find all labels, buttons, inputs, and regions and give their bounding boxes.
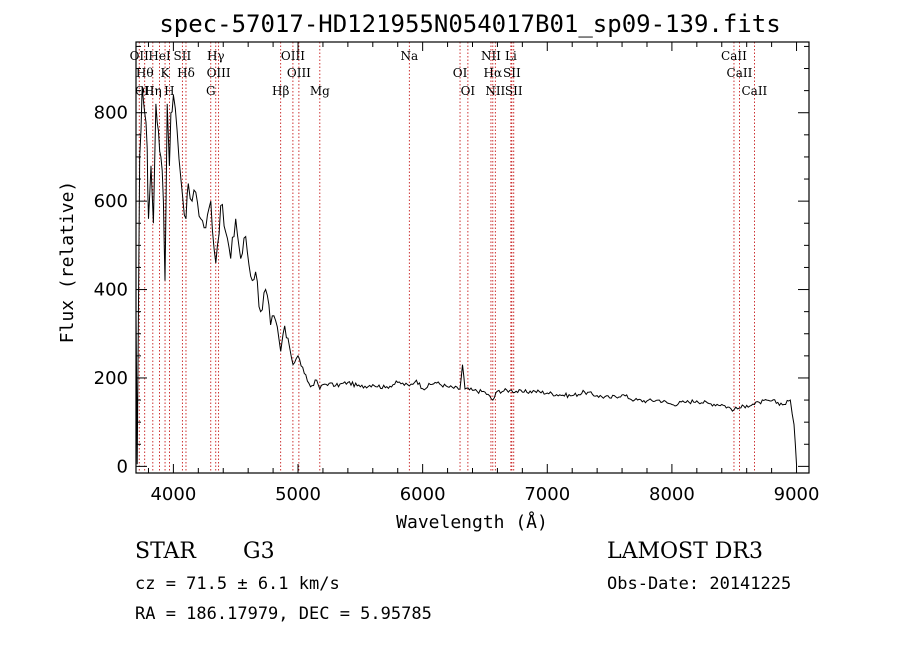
- line-label: Hθ: [136, 66, 154, 80]
- line-label: OII: [130, 49, 150, 63]
- plot-frame: [135, 41, 810, 474]
- survey-name: LAMOST DR3: [607, 539, 763, 564]
- line-label: H: [164, 84, 174, 98]
- object-class: STAR: [135, 539, 197, 564]
- line-label: CaII: [741, 84, 767, 98]
- line-label: OI: [453, 66, 468, 80]
- redshift-velocity: cz = 71.5 ± 6.1 km/s: [135, 574, 340, 594]
- line-label: Hα: [484, 66, 503, 80]
- y-axis-ticks: 0 200 400 600 800: [94, 45, 809, 477]
- line-label: Hη: [144, 84, 162, 98]
- chart-title: spec-57017-HD121955N054017B01_sp09-139.f…: [159, 10, 780, 38]
- x-tick-label: 9000: [774, 484, 820, 505]
- line-label: G: [206, 84, 216, 98]
- observation-date: Obs-Date: 20141225: [607, 574, 791, 594]
- spectrum-line: [135, 86, 797, 465]
- line-label: SII: [174, 49, 192, 63]
- line-label: OI: [461, 84, 476, 98]
- line-label: OIII: [281, 49, 305, 63]
- x-tick-label: 5000: [275, 484, 321, 505]
- line-label: CaII: [727, 66, 753, 80]
- line-label: SII: [505, 84, 523, 98]
- line-label: Hγ: [207, 49, 225, 63]
- line-label: NII: [481, 49, 501, 63]
- line-label: Mg: [310, 84, 330, 98]
- coordinates: RA = 186.17979, DEC = 5.95785: [135, 604, 432, 624]
- line-label: Hδ: [177, 66, 195, 80]
- line-label: OII: [135, 84, 155, 98]
- y-tick-label: 0: [117, 456, 128, 477]
- y-tick-label: 400: [94, 280, 128, 301]
- y-axis-label: Flux (relative): [57, 181, 78, 344]
- x-tick-label: 6000: [400, 484, 446, 505]
- x-axis-label: Wavelength (Å): [396, 511, 548, 533]
- line-label: Li: [505, 49, 517, 63]
- x-tick-label: 8000: [649, 484, 695, 505]
- line-label: HeI: [148, 49, 171, 63]
- line-label: OIII: [287, 66, 311, 80]
- y-tick-label: 200: [94, 368, 128, 389]
- line-label: SII: [503, 66, 521, 80]
- line-label: NII: [485, 84, 505, 98]
- line-label: Hβ: [272, 84, 289, 98]
- x-axis-ticks: 4000 5000 6000 7000 8000 9000: [147, 42, 820, 505]
- line-label: Na: [400, 49, 418, 63]
- y-tick-label: 800: [94, 103, 128, 124]
- y-tick-label: 600: [94, 191, 128, 212]
- x-tick-label: 4000: [150, 484, 196, 505]
- x-tick-label: 7000: [524, 484, 570, 505]
- line-label: K: [161, 66, 171, 80]
- line-label: OIII: [207, 66, 231, 80]
- spectral-line-labels: OIIHθOIIHηHeIKHSIIHδGHγOIIIHβOIIIOIIIMgN…: [130, 49, 768, 98]
- spectral-line-markers: [138, 42, 755, 473]
- line-label: CaII: [721, 49, 747, 63]
- object-subclass: G3: [243, 539, 275, 564]
